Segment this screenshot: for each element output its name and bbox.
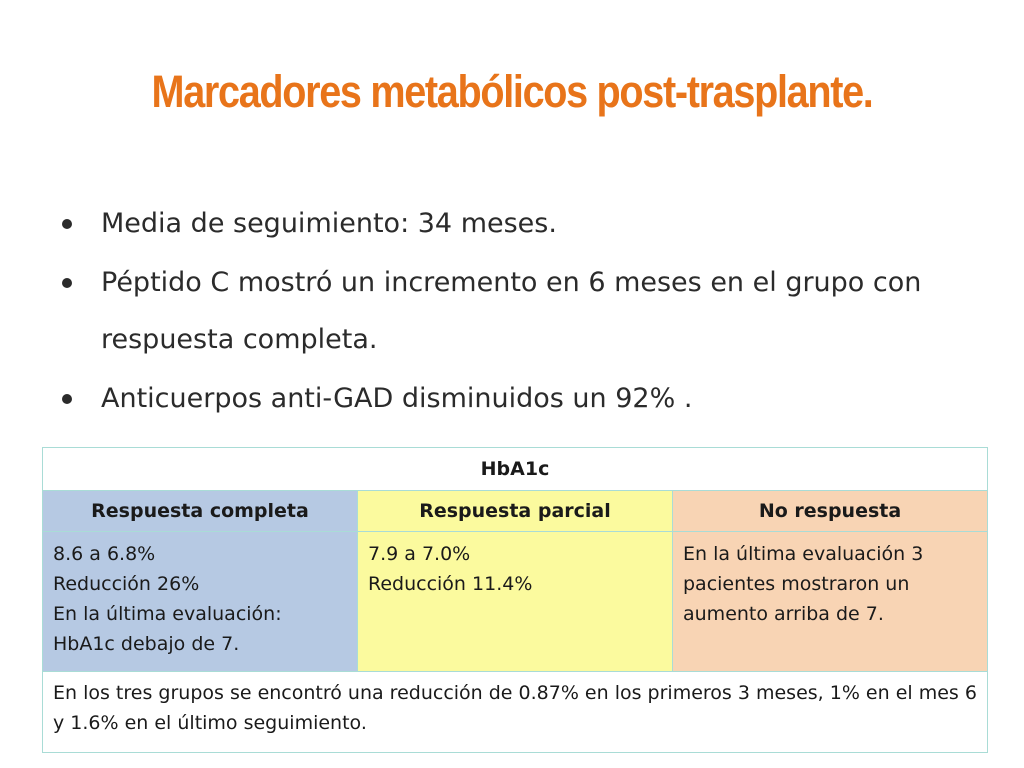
- bullet-dot-icon: [62, 219, 72, 229]
- cell-line: HbA1c debajo de 7.: [53, 633, 240, 655]
- cell-line: 8.6 a 6.8%: [53, 543, 156, 565]
- cell-line: Reducción 11.4%: [368, 573, 533, 595]
- cell-complete: 8.6 a 6.8% Reducción 26% En la última ev…: [42, 531, 358, 672]
- column-header-partial: Respuesta parcial: [357, 490, 673, 532]
- table-row: 8.6 a 6.8% Reducción 26% En la última ev…: [42, 531, 988, 672]
- column-header-complete: Respuesta completa: [42, 490, 358, 532]
- column-header-none: No respuesta: [672, 490, 988, 532]
- bullet-item: Péptido C mostró un incremento en 6 mese…: [60, 254, 960, 368]
- bullet-list: Media de seguimiento: 34 meses. Péptido …: [60, 195, 960, 429]
- cell-partial: 7.9 a 7.0% Reducción 11.4%: [357, 531, 673, 672]
- table-footer-row: En los tres grupos se encontró una reduc…: [42, 671, 988, 753]
- cell-none: En la última evaluación 3 pacientes most…: [672, 531, 988, 672]
- table-title: HbA1c: [42, 447, 988, 491]
- cell-line: 7.9 a 7.0%: [368, 543, 471, 565]
- cell-text: En la última evaluación 3 pacientes most…: [683, 543, 924, 625]
- table-footer: En los tres grupos se encontró una reduc…: [42, 671, 988, 753]
- bullet-dot-icon: [62, 278, 72, 288]
- bullet-text: Media de seguimiento: 34 meses.: [101, 208, 557, 239]
- bullet-item: Anticuerpos anti-GAD disminuidos un 92% …: [60, 370, 960, 427]
- bullet-dot-icon: [62, 394, 72, 404]
- table-title-row: HbA1c: [42, 447, 988, 491]
- cell-line: Reducción 26%: [53, 573, 200, 595]
- bullet-text: Anticuerpos anti-GAD disminuidos un 92% …: [101, 383, 693, 414]
- hba1c-table: HbA1c Respuesta completa Respuesta parci…: [42, 447, 988, 753]
- cell-line: En la última evaluación:: [53, 603, 282, 625]
- table-header-row: Respuesta completa Respuesta parcial No …: [42, 490, 988, 532]
- bullet-item: Media de seguimiento: 34 meses.: [60, 195, 960, 252]
- slide-title: Marcadores metabólicos post-trasplante.: [151, 66, 874, 117]
- bullet-text: Péptido C mostró un incremento en 6 mese…: [101, 267, 922, 355]
